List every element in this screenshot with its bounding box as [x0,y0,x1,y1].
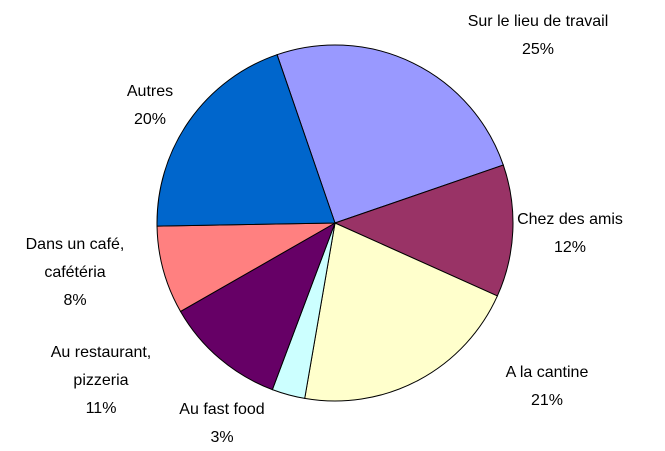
category-label: Sur le lieu de travail [467,13,609,30]
pie-slice [156,222,336,313]
slice-label: Chez des amis 12% [505,206,635,262]
category-label: Dans un café, cafétéria [25,236,125,281]
slice-label: Au restaurant, pizzeria 11% [31,339,171,423]
slice-label: Autres 20% [100,78,200,134]
category-label: Chez des amis [517,211,623,228]
pie-slice [304,222,499,402]
value-label: 11% [85,400,117,417]
slice-label: Dans un café, cafétéria 8% [5,231,145,315]
value-label: 3% [210,429,234,446]
slice-label: A la cantine 21% [487,359,607,415]
pie-slice [333,164,514,297]
category-label: Autres [126,83,174,100]
slice-label: Sur le lieu de travail 25% [463,8,613,64]
category-label: A la cantine [505,364,589,381]
value-label: 25% [521,41,555,58]
pie-slice [179,221,336,391]
category-label: Au fast food [179,401,265,418]
category-label: Au restaurant, pizzeria [50,344,152,389]
pie-slice [156,54,336,227]
pie-slice [276,44,504,224]
slice-label: Au fast food 3% [162,396,282,451]
value-label: 21% [530,392,564,409]
value-label: 8% [63,292,87,309]
value-label: 20% [133,111,167,128]
value-label: 12% [553,239,587,256]
